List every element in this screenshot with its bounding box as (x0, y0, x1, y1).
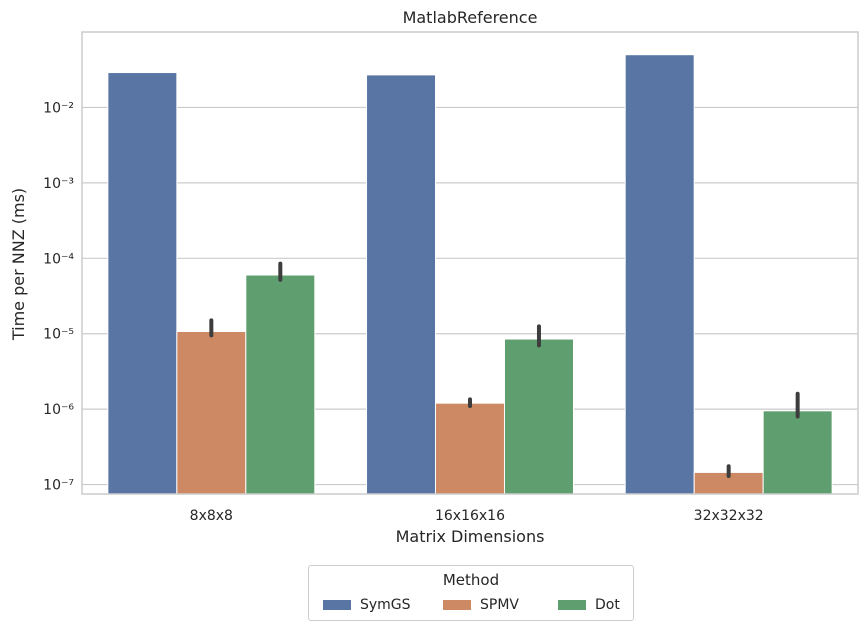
legend-swatch-dot (558, 600, 586, 610)
legend-item-spmv: SPMV (443, 597, 519, 613)
bar-symgs (366, 74, 437, 495)
y-tick-label: 10⁻⁶ (43, 402, 74, 418)
bar-spmv (435, 402, 505, 495)
y-axis-label: Time per NNZ (ms) (9, 188, 28, 341)
y-tick-label: 10⁻³ (43, 176, 74, 192)
legend-swatch-symgs (323, 600, 351, 610)
bar-dot (245, 274, 316, 495)
bar-dot (503, 338, 574, 495)
y-tick-labels: 10⁻⁷ 10⁻⁶ 10⁻⁵ 10⁻⁴ 10⁻³ 10⁻² (43, 100, 74, 493)
legend-label-dot: Dot (595, 597, 620, 613)
legend-item-symgs: SymGS (323, 597, 411, 613)
legend-label-symgs: SymGS (360, 597, 411, 613)
bar-spmv (176, 331, 247, 495)
x-axis-label: Matrix Dimensions (396, 527, 545, 546)
y-tick-label: 10⁻⁷ (43, 478, 74, 494)
plot-frame (81, 31, 859, 495)
y-tick-label: 10⁻⁴ (43, 251, 74, 267)
x-tick-labels: 8x8x8 16x16x16 32x32x32 (190, 508, 764, 524)
chart-title: MatlabReference (403, 8, 538, 27)
legend-label-spmv: SPMV (480, 597, 519, 613)
legend-swatch-spmv (443, 600, 471, 610)
x-tick-label: 32x32x32 (694, 508, 764, 524)
bars (107, 54, 833, 495)
y-tick-label: 10⁻⁵ (43, 327, 74, 343)
bar-symgs (107, 72, 178, 495)
x-tick-label: 8x8x8 (190, 508, 233, 524)
bar-dot (762, 410, 833, 495)
y-tick-label: 10⁻² (43, 100, 74, 116)
error-bars (209, 261, 800, 478)
legend-title: Method (442, 571, 500, 589)
bar-symgs (624, 54, 695, 495)
x-tick-label: 16x16x16 (435, 508, 505, 524)
legend: Method SymGS SPMV Dot (308, 565, 634, 621)
legend-item-dot: Dot (558, 597, 620, 613)
